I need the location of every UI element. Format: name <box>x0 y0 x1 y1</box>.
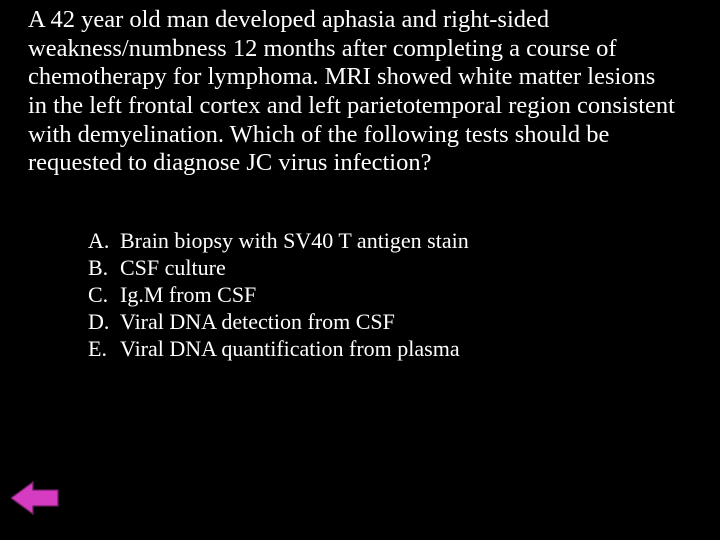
option-text: Viral DNA detection from CSF <box>120 308 395 335</box>
options-list: A. Brain biopsy with SV40 T antigen stai… <box>88 227 469 362</box>
option-row[interactable]: A. Brain biopsy with SV40 T antigen stai… <box>88 227 469 254</box>
question-text: A 42 year old man developed aphasia and … <box>28 6 680 178</box>
option-letter: C. <box>88 281 120 308</box>
option-letter: B. <box>88 254 120 281</box>
option-letter: E. <box>88 335 120 362</box>
option-row[interactable]: D. Viral DNA detection from CSF <box>88 308 469 335</box>
option-row[interactable]: C. Ig.M from CSF <box>88 281 469 308</box>
slide: A 42 year old man developed aphasia and … <box>0 0 720 540</box>
option-text: Ig.M from CSF <box>120 281 256 308</box>
option-row[interactable]: B. CSF culture <box>88 254 469 281</box>
option-text: CSF culture <box>120 254 226 281</box>
arrow-shape <box>11 482 58 514</box>
back-button[interactable] <box>11 480 59 516</box>
option-letter: A. <box>88 227 120 254</box>
option-text: Viral DNA quantification from plasma <box>120 335 460 362</box>
option-text: Brain biopsy with SV40 T antigen stain <box>120 227 469 254</box>
option-letter: D. <box>88 308 120 335</box>
arrow-left-icon <box>11 480 59 516</box>
option-row[interactable]: E. Viral DNA quantification from plasma <box>88 335 469 362</box>
